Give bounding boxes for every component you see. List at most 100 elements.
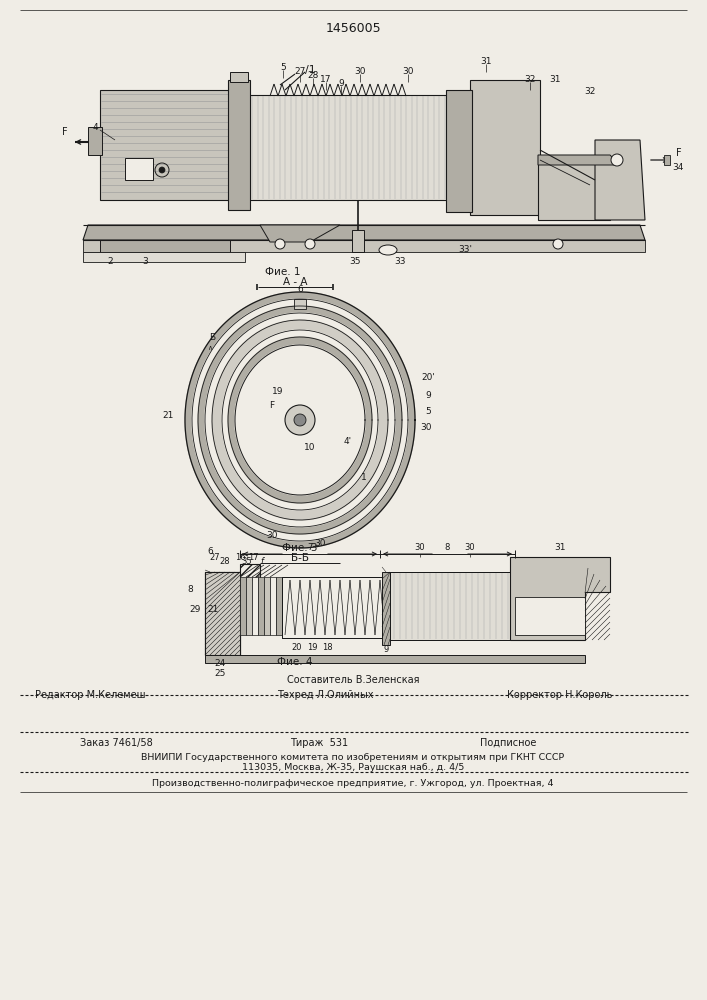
Text: 19: 19	[272, 387, 284, 396]
Text: 18: 18	[322, 644, 332, 652]
Text: 30: 30	[314, 538, 326, 548]
Text: 16: 16	[235, 552, 245, 562]
Polygon shape	[235, 345, 365, 495]
Text: 35: 35	[349, 257, 361, 266]
Polygon shape	[100, 225, 230, 252]
Polygon shape	[595, 140, 645, 220]
Polygon shape	[212, 320, 388, 520]
Text: 30: 30	[267, 532, 278, 540]
Text: 32: 32	[584, 88, 596, 97]
Polygon shape	[192, 299, 408, 541]
Circle shape	[275, 239, 285, 249]
Polygon shape	[246, 577, 252, 635]
Text: 34: 34	[672, 162, 684, 172]
Text: 31: 31	[480, 57, 492, 66]
Polygon shape	[538, 155, 620, 165]
Circle shape	[553, 239, 563, 249]
Text: 30: 30	[420, 424, 432, 432]
Text: 6: 6	[207, 548, 213, 556]
Text: 20': 20'	[421, 373, 435, 382]
Text: 19: 19	[307, 644, 317, 652]
Text: 30: 30	[402, 68, 414, 77]
Text: 4': 4'	[344, 438, 352, 446]
Text: 8: 8	[444, 544, 450, 552]
Text: 10: 10	[304, 444, 316, 452]
Polygon shape	[248, 95, 448, 200]
Polygon shape	[382, 572, 390, 645]
Text: 30: 30	[464, 544, 475, 552]
Polygon shape	[222, 330, 378, 510]
Text: 17: 17	[320, 76, 332, 85]
Polygon shape	[228, 337, 372, 503]
Text: 2: 2	[107, 257, 113, 266]
Text: ∧: ∧	[207, 345, 213, 351]
Polygon shape	[205, 313, 395, 527]
Ellipse shape	[379, 245, 397, 255]
Text: Техред Л.Олийных: Техред Л.Олийных	[276, 690, 373, 700]
Polygon shape	[235, 345, 365, 495]
Polygon shape	[240, 577, 246, 635]
Text: 31: 31	[554, 544, 566, 552]
Polygon shape	[538, 155, 610, 220]
Text: 25: 25	[214, 668, 226, 678]
Text: 27: 27	[294, 68, 305, 77]
Polygon shape	[228, 80, 250, 210]
Text: Фие. 1: Фие. 1	[265, 267, 300, 277]
Polygon shape	[252, 577, 258, 635]
Text: Корректор Н.Король: Корректор Н.Король	[508, 690, 613, 700]
Circle shape	[611, 154, 623, 166]
Text: /1: /1	[305, 65, 315, 75]
Text: Б: Б	[209, 334, 215, 342]
Circle shape	[294, 414, 306, 426]
Text: Б-Б: Б-Б	[291, 553, 309, 563]
Polygon shape	[446, 90, 472, 212]
Circle shape	[285, 405, 315, 435]
Text: 33': 33'	[458, 245, 472, 254]
Text: 30: 30	[415, 544, 426, 552]
Polygon shape	[294, 299, 306, 309]
Text: 5: 5	[425, 408, 431, 416]
Text: 3: 3	[142, 257, 148, 266]
Text: 28: 28	[220, 558, 230, 566]
Text: 35: 35	[242, 558, 252, 566]
Polygon shape	[198, 306, 402, 534]
Polygon shape	[205, 564, 260, 655]
Text: 28: 28	[308, 72, 319, 81]
Polygon shape	[125, 158, 153, 180]
Polygon shape	[276, 577, 282, 635]
Polygon shape	[270, 577, 276, 635]
Text: F: F	[62, 127, 68, 137]
Polygon shape	[264, 577, 270, 635]
Circle shape	[159, 167, 165, 173]
Polygon shape	[510, 557, 610, 640]
Text: 9: 9	[338, 80, 344, 89]
Text: ВНИИПИ Государственного комитета по изобретениям и открытиям при ГКНТ СССР: ВНИИПИ Государственного комитета по изоб…	[141, 752, 565, 762]
Polygon shape	[230, 72, 248, 82]
Text: A - A: A - A	[283, 277, 308, 287]
Text: 21: 21	[207, 605, 218, 614]
Polygon shape	[390, 572, 510, 640]
Text: 20: 20	[292, 644, 303, 652]
Text: 8: 8	[187, 585, 193, 594]
Polygon shape	[95, 60, 645, 245]
Circle shape	[305, 239, 315, 249]
Text: 24: 24	[214, 658, 226, 668]
Polygon shape	[100, 90, 230, 200]
Polygon shape	[352, 230, 364, 252]
Text: 33: 33	[395, 257, 406, 266]
Polygon shape	[258, 577, 264, 635]
Text: Фие. 4: Фие. 4	[277, 657, 312, 667]
Polygon shape	[185, 292, 415, 548]
Text: 32: 32	[525, 76, 536, 85]
Text: 21: 21	[163, 410, 174, 420]
Text: 9: 9	[425, 391, 431, 400]
Polygon shape	[83, 225, 645, 240]
Text: Подписное: Подписное	[480, 738, 537, 748]
Text: 27: 27	[210, 552, 221, 562]
Polygon shape	[205, 655, 585, 663]
Text: Производственно-полиграфическое предприятие, г. Ужгород, ул. Проектная, 4: Производственно-полиграфическое предприя…	[152, 778, 554, 788]
Text: 29: 29	[189, 605, 201, 614]
Polygon shape	[470, 80, 540, 215]
Polygon shape	[282, 577, 382, 638]
Text: f: f	[260, 558, 264, 566]
